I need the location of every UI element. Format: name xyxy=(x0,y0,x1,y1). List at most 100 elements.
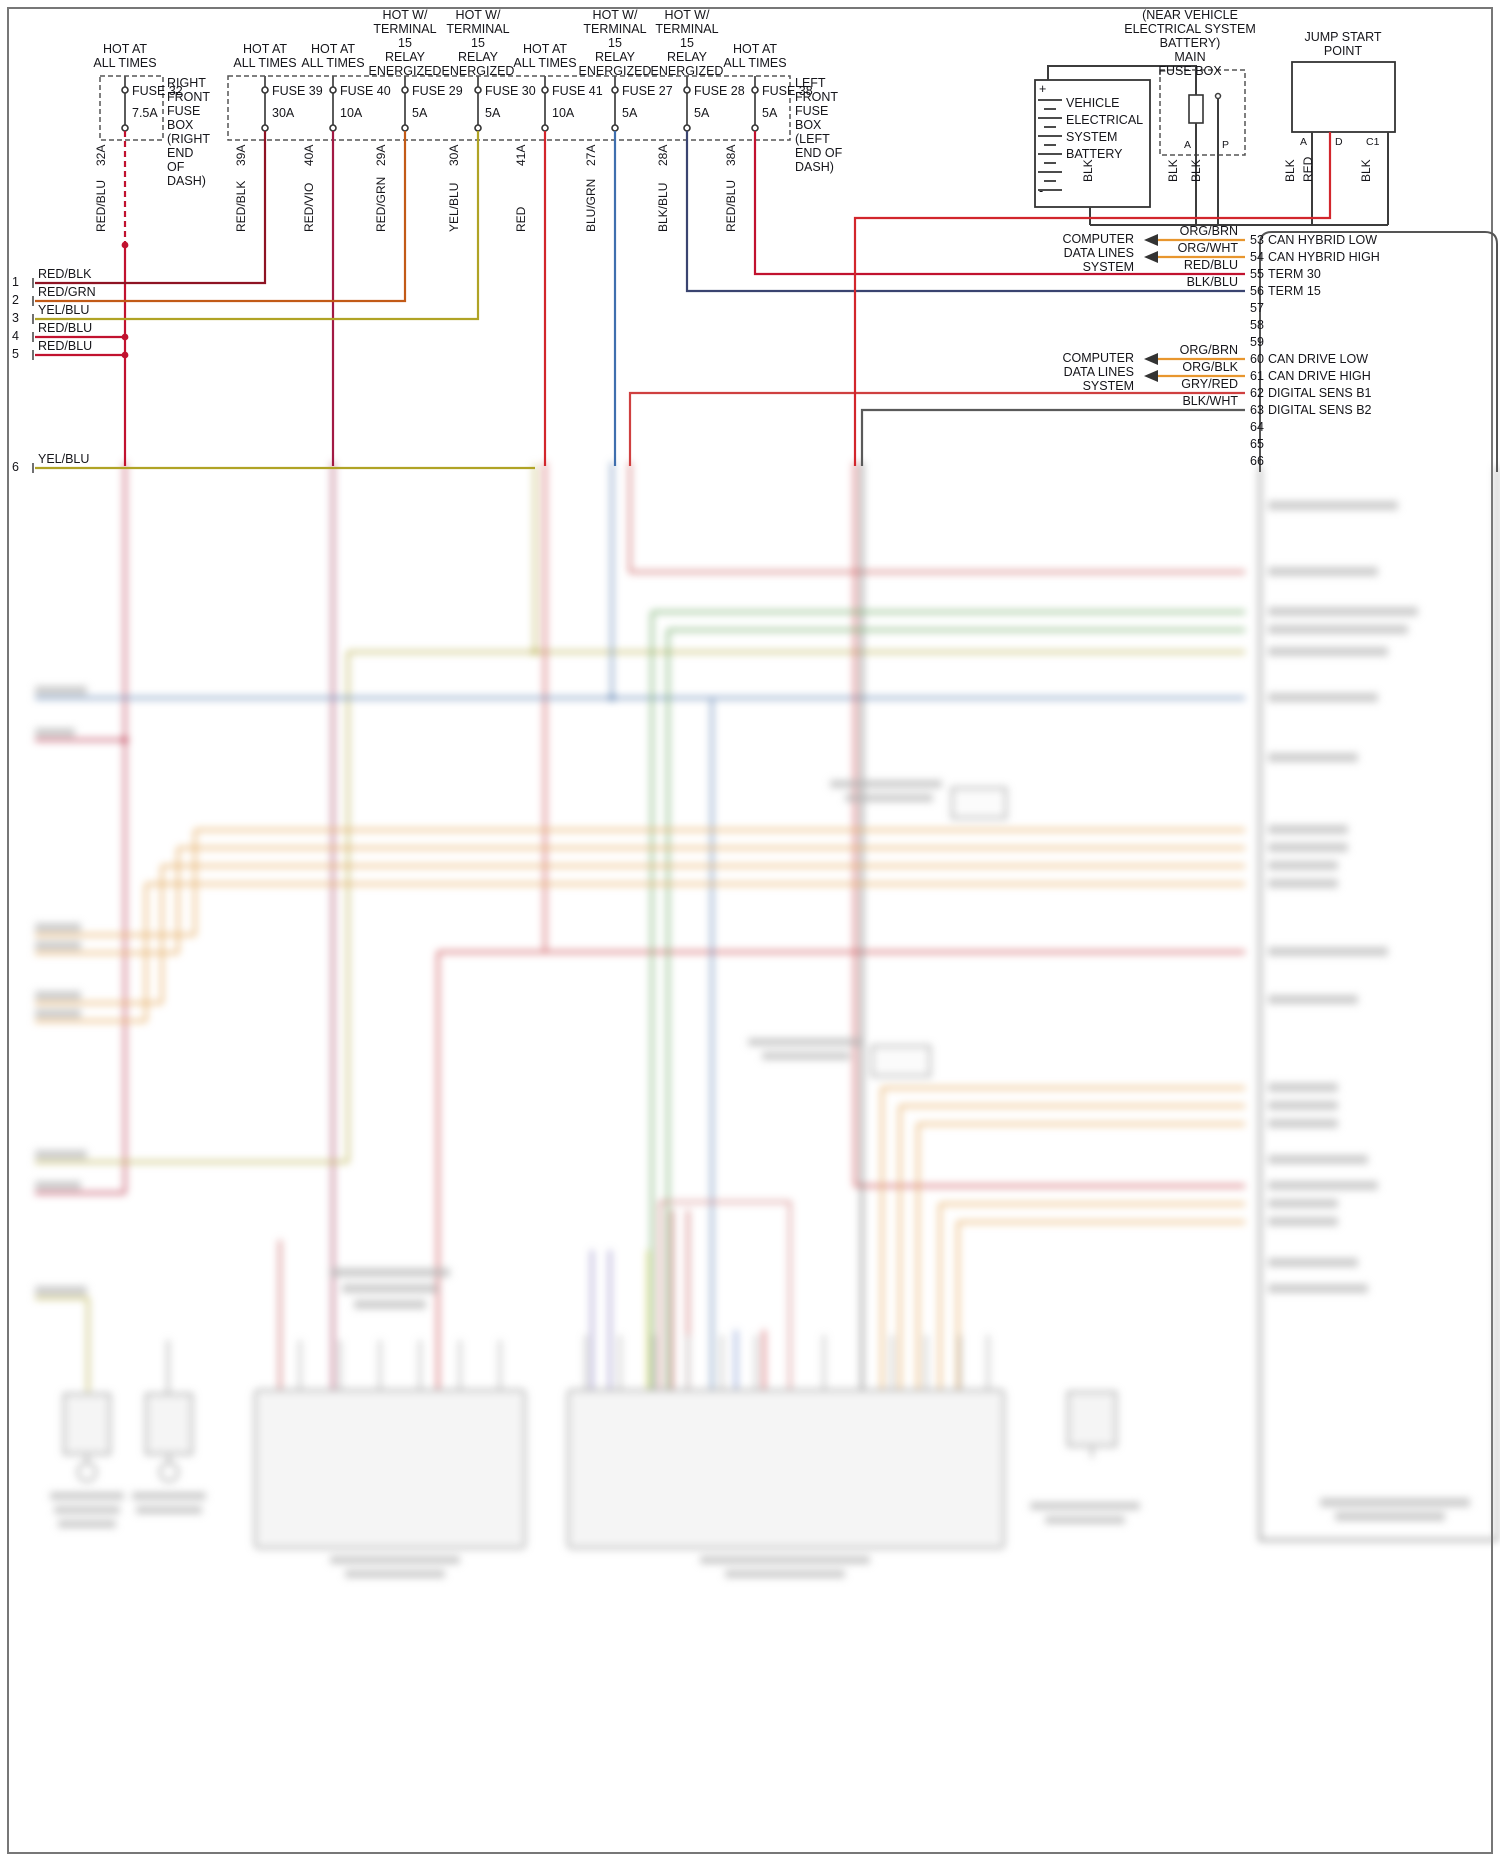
fuse-header: RELAY xyxy=(457,50,499,64)
circuit-code: 27A xyxy=(584,144,598,166)
fuse-header: RELAY xyxy=(384,50,426,64)
wire-continuations xyxy=(35,462,1245,1394)
fuse-header: 15 xyxy=(680,36,694,50)
arrow-left-icon xyxy=(1144,353,1158,365)
jump-start-title: JUMP START xyxy=(1304,30,1382,44)
left-pin-number: 4 xyxy=(12,329,19,343)
fuse-header: RELAY xyxy=(666,50,708,64)
circuit-code: 38A xyxy=(724,144,738,166)
computer-data-line: COMPUTER xyxy=(1062,232,1134,246)
component-terminals xyxy=(77,1446,1093,1482)
main-fuse-box-symbol xyxy=(1159,69,1246,156)
left-pin-number: 1 xyxy=(12,275,19,289)
wire-jump-start-red xyxy=(853,132,1332,466)
connector-box xyxy=(1259,231,1498,472)
fuse-header: 15 xyxy=(608,36,622,50)
fuse-header: TERMINAL xyxy=(446,22,510,36)
fuse-header: ENERGIZED xyxy=(578,64,652,78)
left-front-box-caption: FUSE xyxy=(795,104,829,118)
junction-dot xyxy=(121,736,129,744)
circuit-code: 40A xyxy=(302,144,316,166)
jump-wire-a: BLK xyxy=(1283,159,1297,182)
wire-color-label: RED/VIO xyxy=(302,182,316,232)
right-front-box-caption: FUSE xyxy=(167,104,201,118)
fuse-header: 15 xyxy=(471,36,485,50)
wire-30a-yel-blu xyxy=(35,131,480,321)
fuse-amp: 7.5A xyxy=(132,106,158,120)
circuit-code: 28A xyxy=(656,144,670,166)
computer-data-lines-block: COMPUTER DATA LINES SYSTEM xyxy=(1022,351,1134,393)
main-fuse-box-title: BATTERY) xyxy=(1159,36,1221,50)
connector-wire-label: GRY/RED xyxy=(1181,377,1238,391)
fuse-name: FUSE 39 xyxy=(272,84,323,98)
connector-wire-label: BLK/WHT xyxy=(1182,394,1238,408)
connector-pin: 58 xyxy=(1250,318,1264,332)
fuse-header: HOT AT xyxy=(311,42,355,56)
main-fuse-pin-a: A xyxy=(1184,139,1192,151)
fuse-amp: 5A xyxy=(622,106,638,120)
right-front-box-caption: DASH) xyxy=(167,174,206,188)
junction-dot xyxy=(531,648,539,656)
connector-wire-label: RED/BLU xyxy=(1183,258,1238,272)
battery-label: ELECTRICAL xyxy=(1066,113,1144,127)
wire-39a-red-blk xyxy=(35,131,267,285)
wire-pin62-gry-red xyxy=(628,391,1245,466)
connector-pin: 65 xyxy=(1250,437,1264,451)
left-front-box-caption: FRONT xyxy=(795,90,839,104)
fuse-name: FUSE 41 xyxy=(552,84,603,98)
left-pin-wire: YEL/BLU xyxy=(38,303,90,317)
small-inline-boxes xyxy=(871,787,1007,1077)
computer-data-line: DATA LINES xyxy=(1063,246,1134,260)
connector-signal-label: CAN DRIVE LOW xyxy=(1268,352,1369,366)
junction-dot xyxy=(121,351,129,359)
connector-pin: 57 xyxy=(1250,301,1264,315)
main-fuse-wire-a: BLK xyxy=(1166,159,1180,182)
left-pin-wire: RED/BLU xyxy=(38,339,93,353)
fuse-header: ALL TIMES xyxy=(513,56,577,70)
wire-color-label: BLK/BLU xyxy=(656,182,670,232)
connector-signal-label: TERM 30 xyxy=(1268,267,1321,281)
junction-dot xyxy=(121,333,129,341)
wire-color-label: RED/BLU xyxy=(94,179,108,232)
connector-pin: 55 xyxy=(1250,267,1264,281)
connector-pin: 60 xyxy=(1250,352,1264,366)
connector-pin: 61 xyxy=(1250,369,1264,383)
left-pin-wire: RED/BLK xyxy=(38,267,92,281)
connector-wire-label: ORG/WHT xyxy=(1177,241,1238,255)
connector-signal-label: CAN DRIVE HIGH xyxy=(1268,369,1371,383)
fuse-amp: 10A xyxy=(552,106,575,120)
computer-data-line: COMPUTER xyxy=(1062,351,1134,365)
fuse-amp: 5A xyxy=(485,106,501,120)
connector-signal-label: CAN HYBRID HIGH xyxy=(1268,250,1380,264)
left-front-box-caption: DASH) xyxy=(795,160,834,174)
arrow-left-icon xyxy=(1144,251,1158,263)
fuse-header: ALL TIMES xyxy=(301,56,365,70)
fuse-header: HOT W/ xyxy=(592,8,638,22)
fuse-amp: 5A xyxy=(412,106,428,120)
circuit-wires xyxy=(35,131,1332,470)
fuse-header: HOT AT xyxy=(523,42,567,56)
circuit-code: 32A xyxy=(94,144,108,166)
computer-data-line: DATA LINES xyxy=(1063,365,1134,379)
fuse-name: FUSE 38 xyxy=(762,84,813,98)
fuse-header: HOT W/ xyxy=(382,8,428,22)
fuse-header: ENERGIZED xyxy=(650,64,724,78)
left-front-fuse-box-outline xyxy=(227,75,791,141)
left-pin-number: 3 xyxy=(12,311,19,325)
left-front-box-caption: END OF xyxy=(795,146,843,160)
battery-symbol xyxy=(1034,79,1151,208)
fuse-header: TERMINAL xyxy=(583,22,647,36)
jump-start-box xyxy=(1291,61,1396,133)
right-front-box-caption: OF xyxy=(167,160,185,174)
fuse-name: FUSE 30 xyxy=(485,84,536,98)
wire-color-label: RED xyxy=(514,206,528,232)
data-line-arrows xyxy=(1144,234,1158,382)
fuse-header: HOT AT xyxy=(733,42,777,56)
connector-wire-label: ORG/BRN xyxy=(1179,224,1238,238)
page-border xyxy=(7,7,1493,1854)
fuse-header: TERMINAL xyxy=(655,22,719,36)
left-front-box-caption: BOX xyxy=(795,118,822,132)
